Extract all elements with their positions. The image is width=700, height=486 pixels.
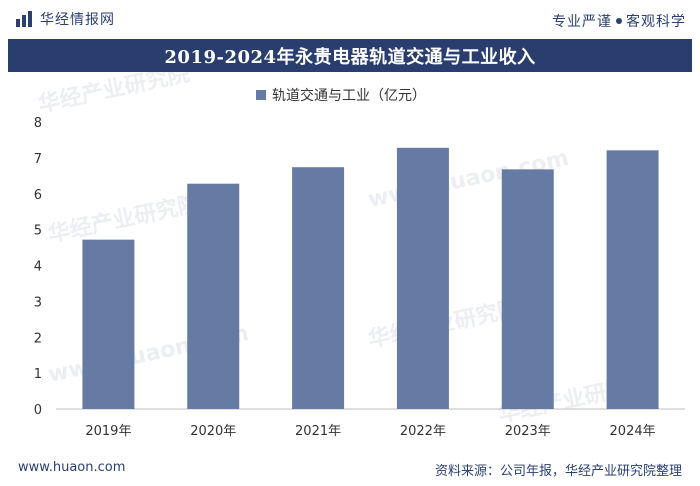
bar-2021年 — [292, 167, 345, 409]
chart-title-bar: 2019-2024年永贵电器轨道交通与工业收入 — [8, 39, 692, 72]
top-bar: 华经情报网 专业严谨 客观科学 — [0, 0, 700, 38]
y-tick-label: 6 — [34, 188, 42, 203]
footer-url[interactable]: www.huaon.com — [18, 460, 126, 475]
x-tick-label: 2022年 — [400, 424, 446, 439]
watermark-text: 华经产业研究院 — [36, 72, 192, 118]
x-tick-label: 2019年 — [85, 424, 131, 439]
y-tick-label: 2 — [34, 331, 42, 346]
bar-2024年 — [606, 150, 659, 409]
bar-2019年 — [82, 239, 135, 409]
slogan-right: 客观科学 — [626, 14, 686, 30]
y-tick-label: 5 — [34, 224, 42, 239]
huajing-logo-icon — [16, 11, 32, 27]
slogan-dot-icon — [616, 18, 622, 24]
y-tick-label: 8 — [34, 116, 42, 131]
footer: www.huaon.com 资料来源：公司年报，华经产业研究院整理 — [0, 452, 700, 486]
watermark-text: 华经产业研究院 — [46, 190, 202, 247]
bar-2023年 — [501, 169, 554, 409]
footer-source: 资料来源：公司年报，华经产业研究院整理 — [434, 464, 682, 479]
brand[interactable]: 华经情报网 — [14, 9, 115, 29]
y-tick-label: 0 — [34, 403, 42, 418]
brand-name: 华经情报网 — [40, 12, 115, 28]
bar-chart: 华经产业研究院www.huaon.com华经产业研究院华经产业研究院www.hu… — [34, 60, 685, 439]
x-tick-label: 2024年 — [610, 424, 656, 439]
chart-area: 华经产业研究院www.huaon.com华经产业研究院华经产业研究院www.hu… — [0, 60, 700, 452]
legend-label: 轨道交通与工业（亿元） — [272, 87, 426, 104]
x-tick-label: 2020年 — [190, 424, 236, 439]
y-tick-label: 7 — [34, 152, 42, 167]
chart-title: 2019-2024年永贵电器轨道交通与工业收入 — [164, 46, 536, 68]
y-tick-label: 3 — [34, 295, 42, 310]
slogan: 专业严谨 客观科学 — [552, 11, 686, 31]
legend-swatch — [256, 90, 266, 100]
slogan-left: 专业严谨 — [552, 14, 612, 30]
y-tick-label: 1 — [34, 367, 42, 382]
bar-2022年 — [396, 147, 449, 409]
x-tick-label: 2021年 — [295, 424, 341, 439]
x-tick-label: 2023年 — [505, 424, 551, 439]
y-tick-label: 4 — [34, 260, 42, 275]
bar-2020年 — [187, 183, 240, 409]
